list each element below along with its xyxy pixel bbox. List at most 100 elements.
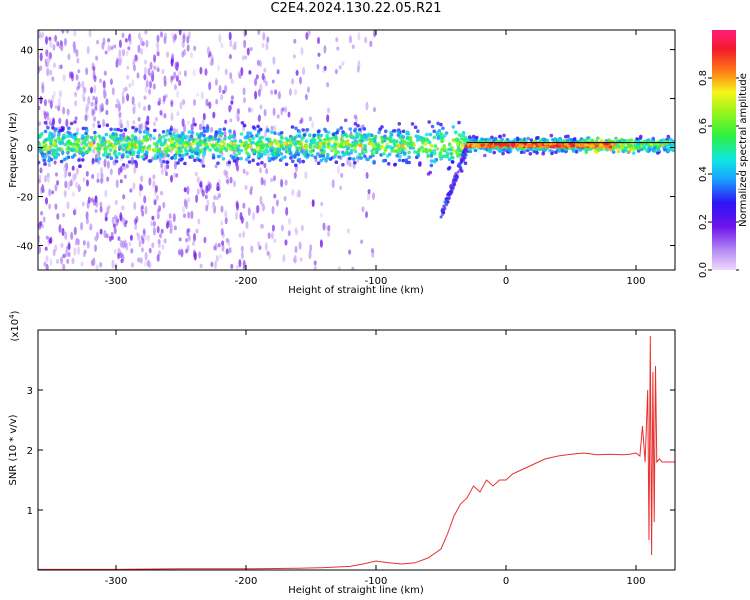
spectrogram-cell xyxy=(190,210,194,220)
spectrogram-cell xyxy=(110,231,114,237)
spectrogram-cell xyxy=(64,180,68,189)
spectrogram-cell xyxy=(67,126,71,131)
spectrogram-cell xyxy=(278,139,283,144)
spectrogram-cell xyxy=(58,43,62,49)
spectrogram-cell xyxy=(473,148,478,153)
spectrogram-cell xyxy=(131,262,134,268)
spectrogram-cell xyxy=(205,145,210,150)
spectrogram-cell xyxy=(308,133,312,137)
spectrogram-cell xyxy=(273,175,276,182)
spectrogram-cell xyxy=(490,145,496,149)
spectrogram-cell xyxy=(208,148,212,152)
spectrogram-cell xyxy=(230,78,234,84)
spectrogram-cell xyxy=(246,131,250,136)
spectrogram-cell xyxy=(405,131,409,136)
spectrogram-cell xyxy=(381,145,386,149)
spectrogram-cell xyxy=(338,65,342,70)
spectrogram-cell xyxy=(271,224,275,232)
spectrogram-cell xyxy=(68,141,73,145)
spectrogram-cell xyxy=(63,165,67,173)
spectrogram-cell xyxy=(156,65,160,72)
spectrogram-cell xyxy=(264,80,268,87)
spectrogram-cell xyxy=(461,131,466,135)
spectrogram-cell xyxy=(80,261,84,267)
spectrogram-cell xyxy=(66,201,70,210)
spectrogram-cell xyxy=(449,152,454,156)
spectrogram-cell xyxy=(93,116,97,122)
spectrogram-cell xyxy=(116,141,121,145)
colorbar-label: Normalized spectral amplitude xyxy=(738,73,749,227)
spectrogram-cell xyxy=(347,152,351,156)
spectrogram-cell xyxy=(365,101,369,111)
spectrogram-cell xyxy=(265,137,269,142)
spectrogram-cell xyxy=(161,159,166,164)
spectrogram-cell xyxy=(321,142,325,146)
spectrogram-cell xyxy=(133,160,137,164)
spectrogram-cell xyxy=(225,237,229,243)
spectrogram-cell xyxy=(206,199,210,208)
spectrogram-cell xyxy=(346,146,351,150)
spectrogram-cell xyxy=(134,218,138,225)
spectrogram-cell xyxy=(136,72,140,79)
spectrogram-cell xyxy=(74,100,78,107)
spectrogram-cell xyxy=(74,91,78,98)
spectrogram-cell xyxy=(369,40,373,48)
spectrogram-cell xyxy=(439,122,443,127)
spectrogram-cell xyxy=(91,62,95,71)
spectrogram-cell xyxy=(304,143,308,148)
spectrogram-cell xyxy=(260,145,265,150)
spectrogram-cell xyxy=(173,155,177,160)
spectrogram-cell xyxy=(119,252,123,259)
spectrogram-cell xyxy=(43,99,47,107)
spectrogram-cell xyxy=(331,132,336,137)
spectrogram-cell xyxy=(318,145,323,150)
spectrogram-cell xyxy=(318,139,323,143)
spectrogram-cell xyxy=(432,151,437,156)
spectrogram-cell xyxy=(105,109,109,116)
spectrogram-cell xyxy=(141,204,145,210)
spectrogram-cell xyxy=(240,215,244,224)
spectrogram-cell xyxy=(211,155,216,160)
spectrogram-cell xyxy=(293,38,297,44)
spectrogram-cell xyxy=(454,130,458,135)
spectrogram-cell xyxy=(293,155,297,159)
spectrogram-cell xyxy=(129,234,133,241)
spectrogram-cell xyxy=(174,142,179,147)
spectrogram-cell xyxy=(40,151,45,156)
spectrogram-cell xyxy=(460,143,465,147)
spectrogram-cell xyxy=(171,53,175,60)
spectrogram-cell xyxy=(74,241,78,246)
spectrogram-cell xyxy=(130,156,134,166)
spectrogram-cell xyxy=(337,165,340,175)
spectrogram-cell xyxy=(282,254,286,263)
spectrogram-cell xyxy=(169,127,173,132)
spectrogram-cell xyxy=(325,152,330,157)
spectrogram-cell xyxy=(280,224,284,232)
spectrogram-cell xyxy=(225,179,229,184)
spectrogram-cell xyxy=(392,139,396,143)
spectrogram-cell xyxy=(341,150,345,155)
spectrogram-cell xyxy=(238,259,242,268)
spectrogram-cell xyxy=(216,186,220,192)
spectrogram-cell xyxy=(240,245,244,252)
spectrogram-cell xyxy=(416,138,420,142)
spectrogram-cell xyxy=(365,211,368,219)
spectrogram-cell xyxy=(279,152,284,156)
spectrogram-cell xyxy=(366,133,370,137)
spectrogram-cell xyxy=(157,242,161,248)
spectrogram-cell xyxy=(77,184,81,193)
spectrogram-cell xyxy=(193,122,197,127)
spectrogram-cell xyxy=(300,117,304,124)
spectrogram-cell xyxy=(162,95,166,102)
spectrogram-cell xyxy=(62,263,66,270)
spectrogram-cell xyxy=(86,240,90,249)
spectrogram-cell xyxy=(71,257,75,265)
spectrogram-cell xyxy=(287,148,292,152)
spectrogram-cell xyxy=(539,145,545,149)
spectrogram-cell xyxy=(54,244,58,252)
spectrogram-cell xyxy=(152,179,156,189)
spectrogram-cell xyxy=(175,75,179,83)
spectrogram-cell xyxy=(632,151,636,155)
spectrogram-cell xyxy=(77,81,81,89)
spectrogram-cell xyxy=(43,155,48,159)
